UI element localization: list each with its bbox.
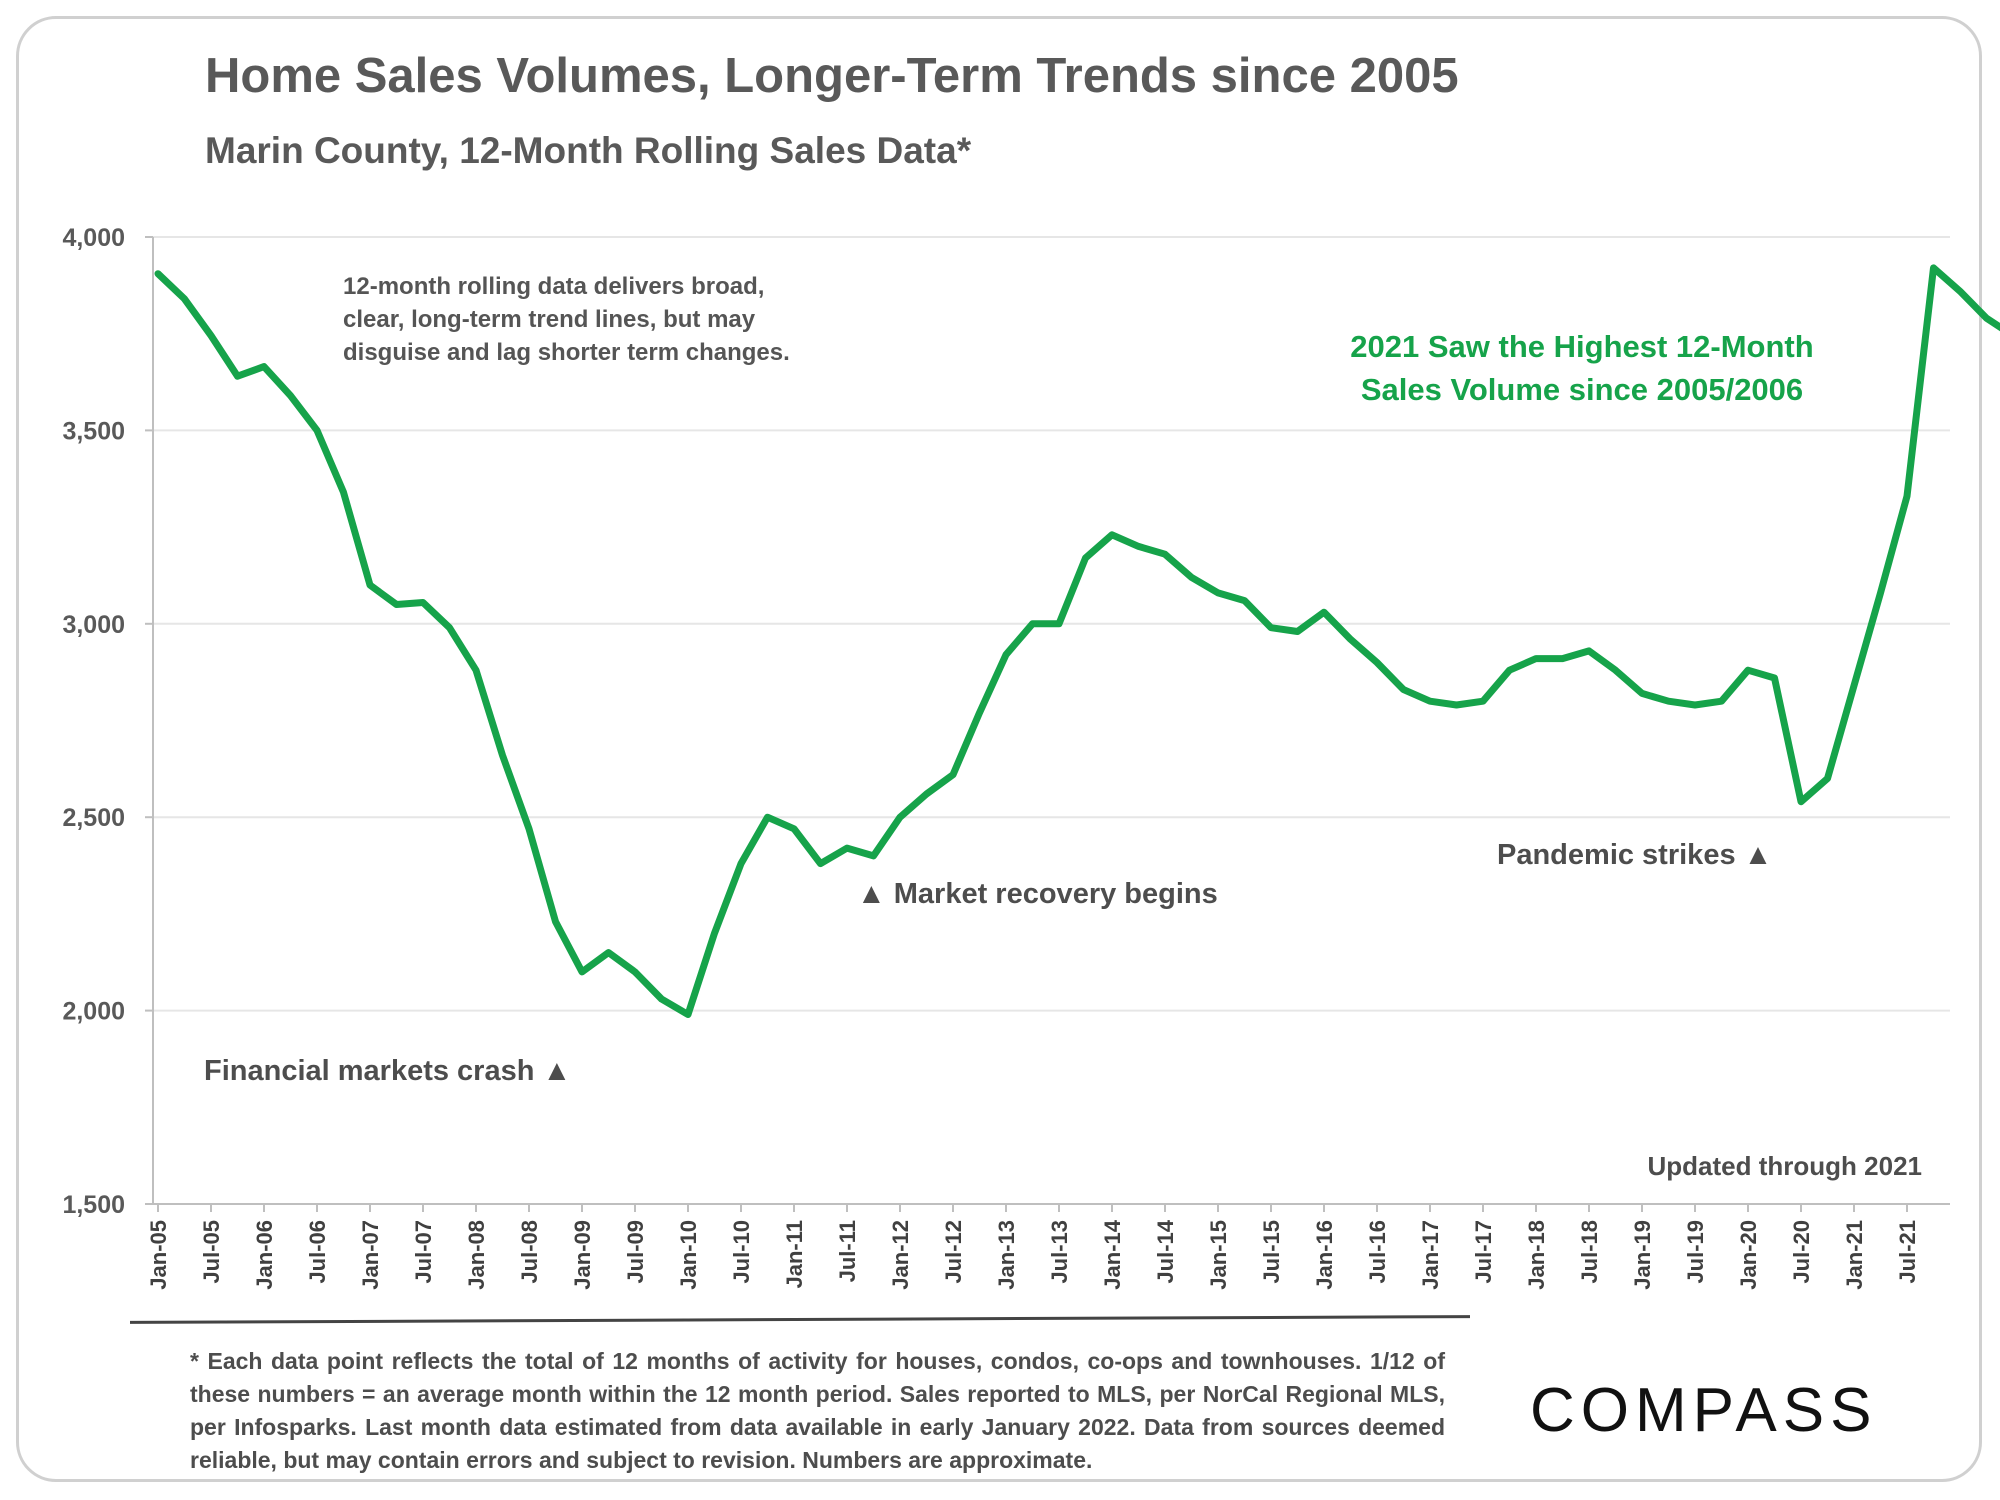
x-tick-label: Jul-08 (517, 1220, 542, 1284)
x-tick-label: Jan-11 (782, 1220, 807, 1289)
note-line-3: disguise and lag shorter term changes. (343, 339, 790, 366)
compass-logo: COMPASS (1530, 1376, 1878, 1445)
note-line-2: clear, long-term trend lines, but may (343, 306, 756, 333)
x-tick-label: Jul-10 (729, 1220, 754, 1284)
x-tick-label: Jul-16 (1365, 1220, 1390, 1284)
x-tick-label: Jul-21 (1895, 1220, 1920, 1284)
annotation-financial-crash: Financial markets crash ▲ (204, 1055, 571, 1087)
x-tick-label: Jan-15 (1206, 1220, 1231, 1290)
x-tick-label: Jan-07 (358, 1220, 383, 1290)
y-tick-label: 2,000 (62, 998, 125, 1026)
x-tick-label: Jul-12 (941, 1220, 966, 1284)
axes (152, 237, 1950, 1205)
x-tick-label: Jul-11 (835, 1220, 860, 1282)
x-tick-labels: Jan-05 Jul-05 Jan-06 Jul-06 Jan-07 Jul-07 Jan-… (146, 1204, 1920, 1290)
x-tick-label: Jul-05 (199, 1220, 224, 1284)
x-tick-label: Jul-18 (1577, 1220, 1602, 1284)
x-tick-label: Jan-08 (464, 1220, 489, 1290)
x-tick-label: Jul-15 (1259, 1220, 1284, 1284)
note-line-1: 12-month rolling data delivers broad, (343, 273, 764, 300)
chart-frame (16, 16, 1982, 1482)
x-tick-label: Jul-19 (1683, 1220, 1708, 1284)
x-tick-label: Jan-20 (1736, 1220, 1761, 1290)
y-tick-label: 3,000 (62, 611, 125, 639)
y-tick-label: 3,500 (62, 417, 125, 445)
annotation-market-recovery: ▲ Market recovery begins (857, 878, 1218, 910)
x-tick-label: Jan-14 (1100, 1219, 1125, 1289)
annotation-pandemic: Pandemic strikes ▲ (1497, 839, 1772, 871)
x-tick-label: Jul-07 (411, 1220, 436, 1284)
x-tick-label: Jan-19 (1630, 1220, 1655, 1290)
x-tick-label: Jul-17 (1471, 1220, 1496, 1284)
x-tick-label: Jul-06 (305, 1220, 330, 1284)
chart-subtitle: Marin County, 12-Month Rolling Sales Dat… (205, 130, 972, 171)
y-tick-labels: 1,500 2,000 2,500 3,000 3,500 4,000 (62, 224, 153, 1219)
x-tick-label: Jan-21 (1842, 1220, 1867, 1290)
x-tick-label: Jan-16 (1312, 1220, 1337, 1290)
x-tick-label: Jan-13 (994, 1220, 1019, 1290)
x-tick-label: Jan-10 (676, 1220, 701, 1290)
highlight-line-2: Sales Volume since 2005/2006 (1361, 372, 1803, 407)
footnote: * Each data point reflects the total of … (190, 1348, 1445, 1473)
highlight-line-1: 2021 Saw the Highest 12-Month (1350, 329, 1813, 364)
y-tick-label: 2,500 (62, 804, 125, 832)
series-group (154, 264, 2000, 1018)
x-tick-label: Jul-09 (623, 1220, 648, 1284)
chart-title: Home Sales Volumes, Longer-Term Trends s… (205, 49, 1459, 103)
x-tick-label: Jul-14 (1153, 1219, 1178, 1283)
x-tick-label: Jan-09 (570, 1220, 595, 1290)
x-tick-label: Jan-05 (146, 1220, 171, 1290)
y-tick-label: 1,500 (62, 1191, 125, 1219)
series-line (154, 264, 2000, 1018)
annotation-updated: Updated through 2021 (1648, 1151, 1922, 1181)
x-tick-label: Jan-18 (1524, 1220, 1549, 1290)
y-tick-label: 4,000 (62, 224, 125, 252)
x-tick-label: Jan-17 (1418, 1220, 1443, 1290)
x-tick-label: Jan-06 (252, 1220, 277, 1290)
x-tick-label: Jan-12 (888, 1220, 913, 1290)
x-tick-label: Jul-13 (1047, 1220, 1072, 1284)
x-tick-label: Jul-20 (1789, 1220, 1814, 1284)
